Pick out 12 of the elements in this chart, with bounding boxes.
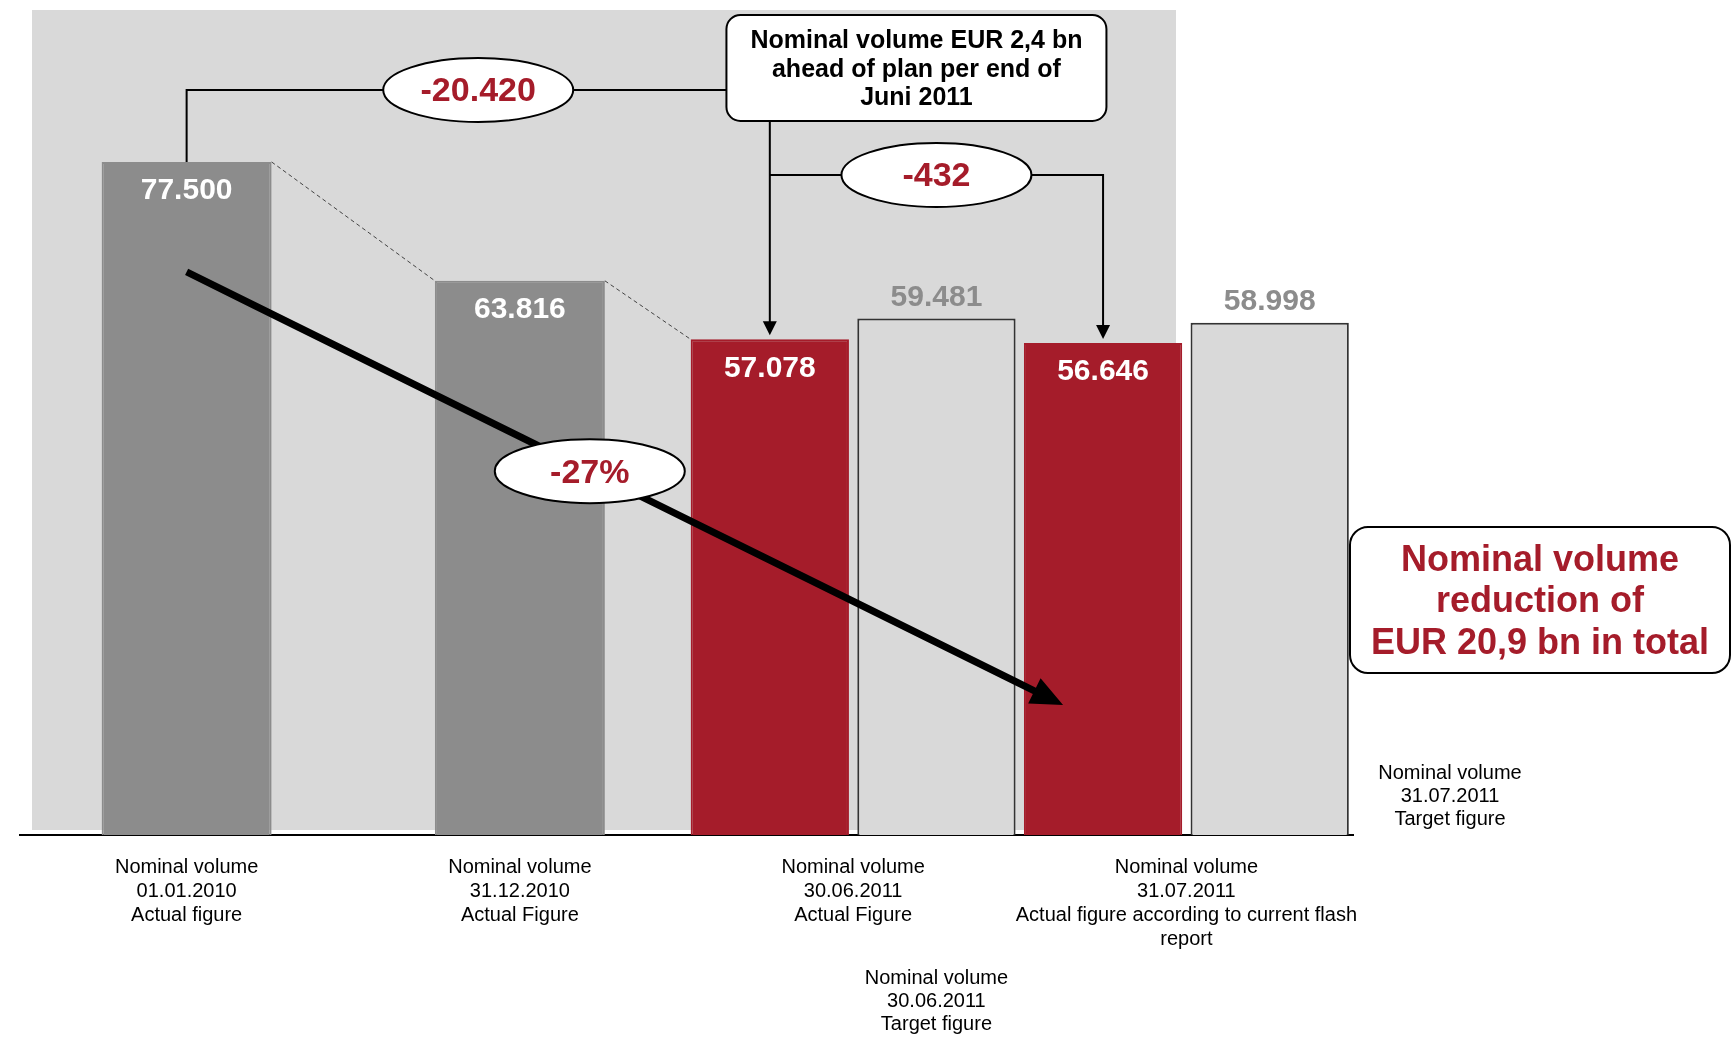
x-tick-label: Nominal volume 31.07.2011 Actual figure according to current flash report [1015, 854, 1358, 949]
data-label: 63.816 [473, 291, 566, 325]
x-tick-label: Nominal volume 31.12.2010 Actual Figure [448, 854, 592, 925]
data-label: 56.646 [1057, 353, 1149, 387]
data-label: 57.078 [723, 349, 816, 383]
text: Nominal volume 30.06.2011 Target figure [863, 964, 1010, 1036]
x-tick-label: Nominal volume 30.06.2011 Actual Figure [781, 854, 925, 925]
x-tick-label: Nominal volume 01.01.2010 Actual figure [114, 854, 259, 925]
text: Nominal volume 31.07.2011 Target figure [1377, 759, 1523, 831]
data-label: 58.998 [1223, 282, 1316, 316]
data-label: 77.500 [140, 172, 233, 206]
data-label: 59.481 [890, 278, 983, 312]
